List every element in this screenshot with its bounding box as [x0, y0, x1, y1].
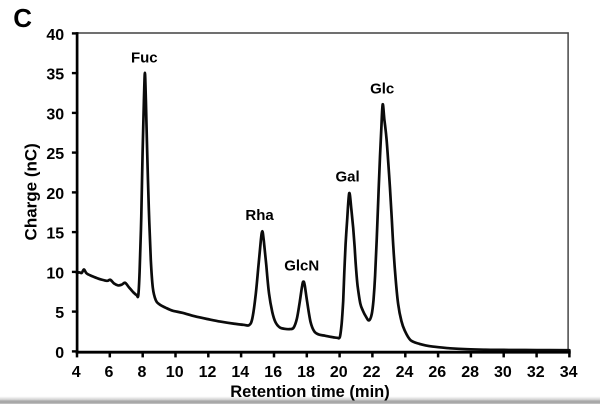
svg-text:20: 20 — [46, 186, 64, 203]
svg-text:10: 10 — [46, 265, 64, 282]
svg-text:12: 12 — [199, 364, 217, 381]
svg-text:C: C — [13, 3, 32, 33]
svg-text:22: 22 — [363, 364, 381, 381]
svg-text:10: 10 — [166, 364, 184, 381]
svg-text:24: 24 — [396, 364, 414, 381]
svg-text:25: 25 — [46, 146, 64, 163]
svg-text:26: 26 — [428, 364, 446, 381]
svg-text:Gal: Gal — [336, 169, 360, 186]
svg-text:6: 6 — [105, 364, 114, 381]
svg-text:Charge (nC): Charge (nC) — [22, 143, 41, 240]
svg-text:0: 0 — [55, 345, 64, 362]
svg-text:28: 28 — [461, 364, 479, 381]
svg-text:Retention time (min): Retention time (min) — [230, 383, 390, 401]
svg-text:GlcN: GlcN — [284, 258, 319, 275]
svg-text:14: 14 — [231, 364, 249, 381]
svg-text:Glc: Glc — [370, 81, 394, 98]
svg-text:20: 20 — [330, 364, 348, 381]
svg-text:30: 30 — [46, 106, 64, 123]
svg-text:30: 30 — [494, 364, 512, 381]
svg-text:Fuc: Fuc — [131, 50, 158, 67]
svg-text:4: 4 — [72, 364, 81, 381]
svg-text:5: 5 — [55, 305, 64, 322]
svg-text:8: 8 — [137, 364, 146, 381]
svg-text:40: 40 — [46, 27, 64, 44]
svg-text:35: 35 — [46, 67, 64, 84]
svg-text:32: 32 — [527, 364, 545, 381]
svg-text:15: 15 — [46, 226, 64, 243]
svg-text:Rha: Rha — [245, 207, 274, 224]
svg-text:18: 18 — [297, 364, 315, 381]
svg-text:34: 34 — [560, 364, 578, 381]
svg-text:16: 16 — [264, 364, 282, 381]
